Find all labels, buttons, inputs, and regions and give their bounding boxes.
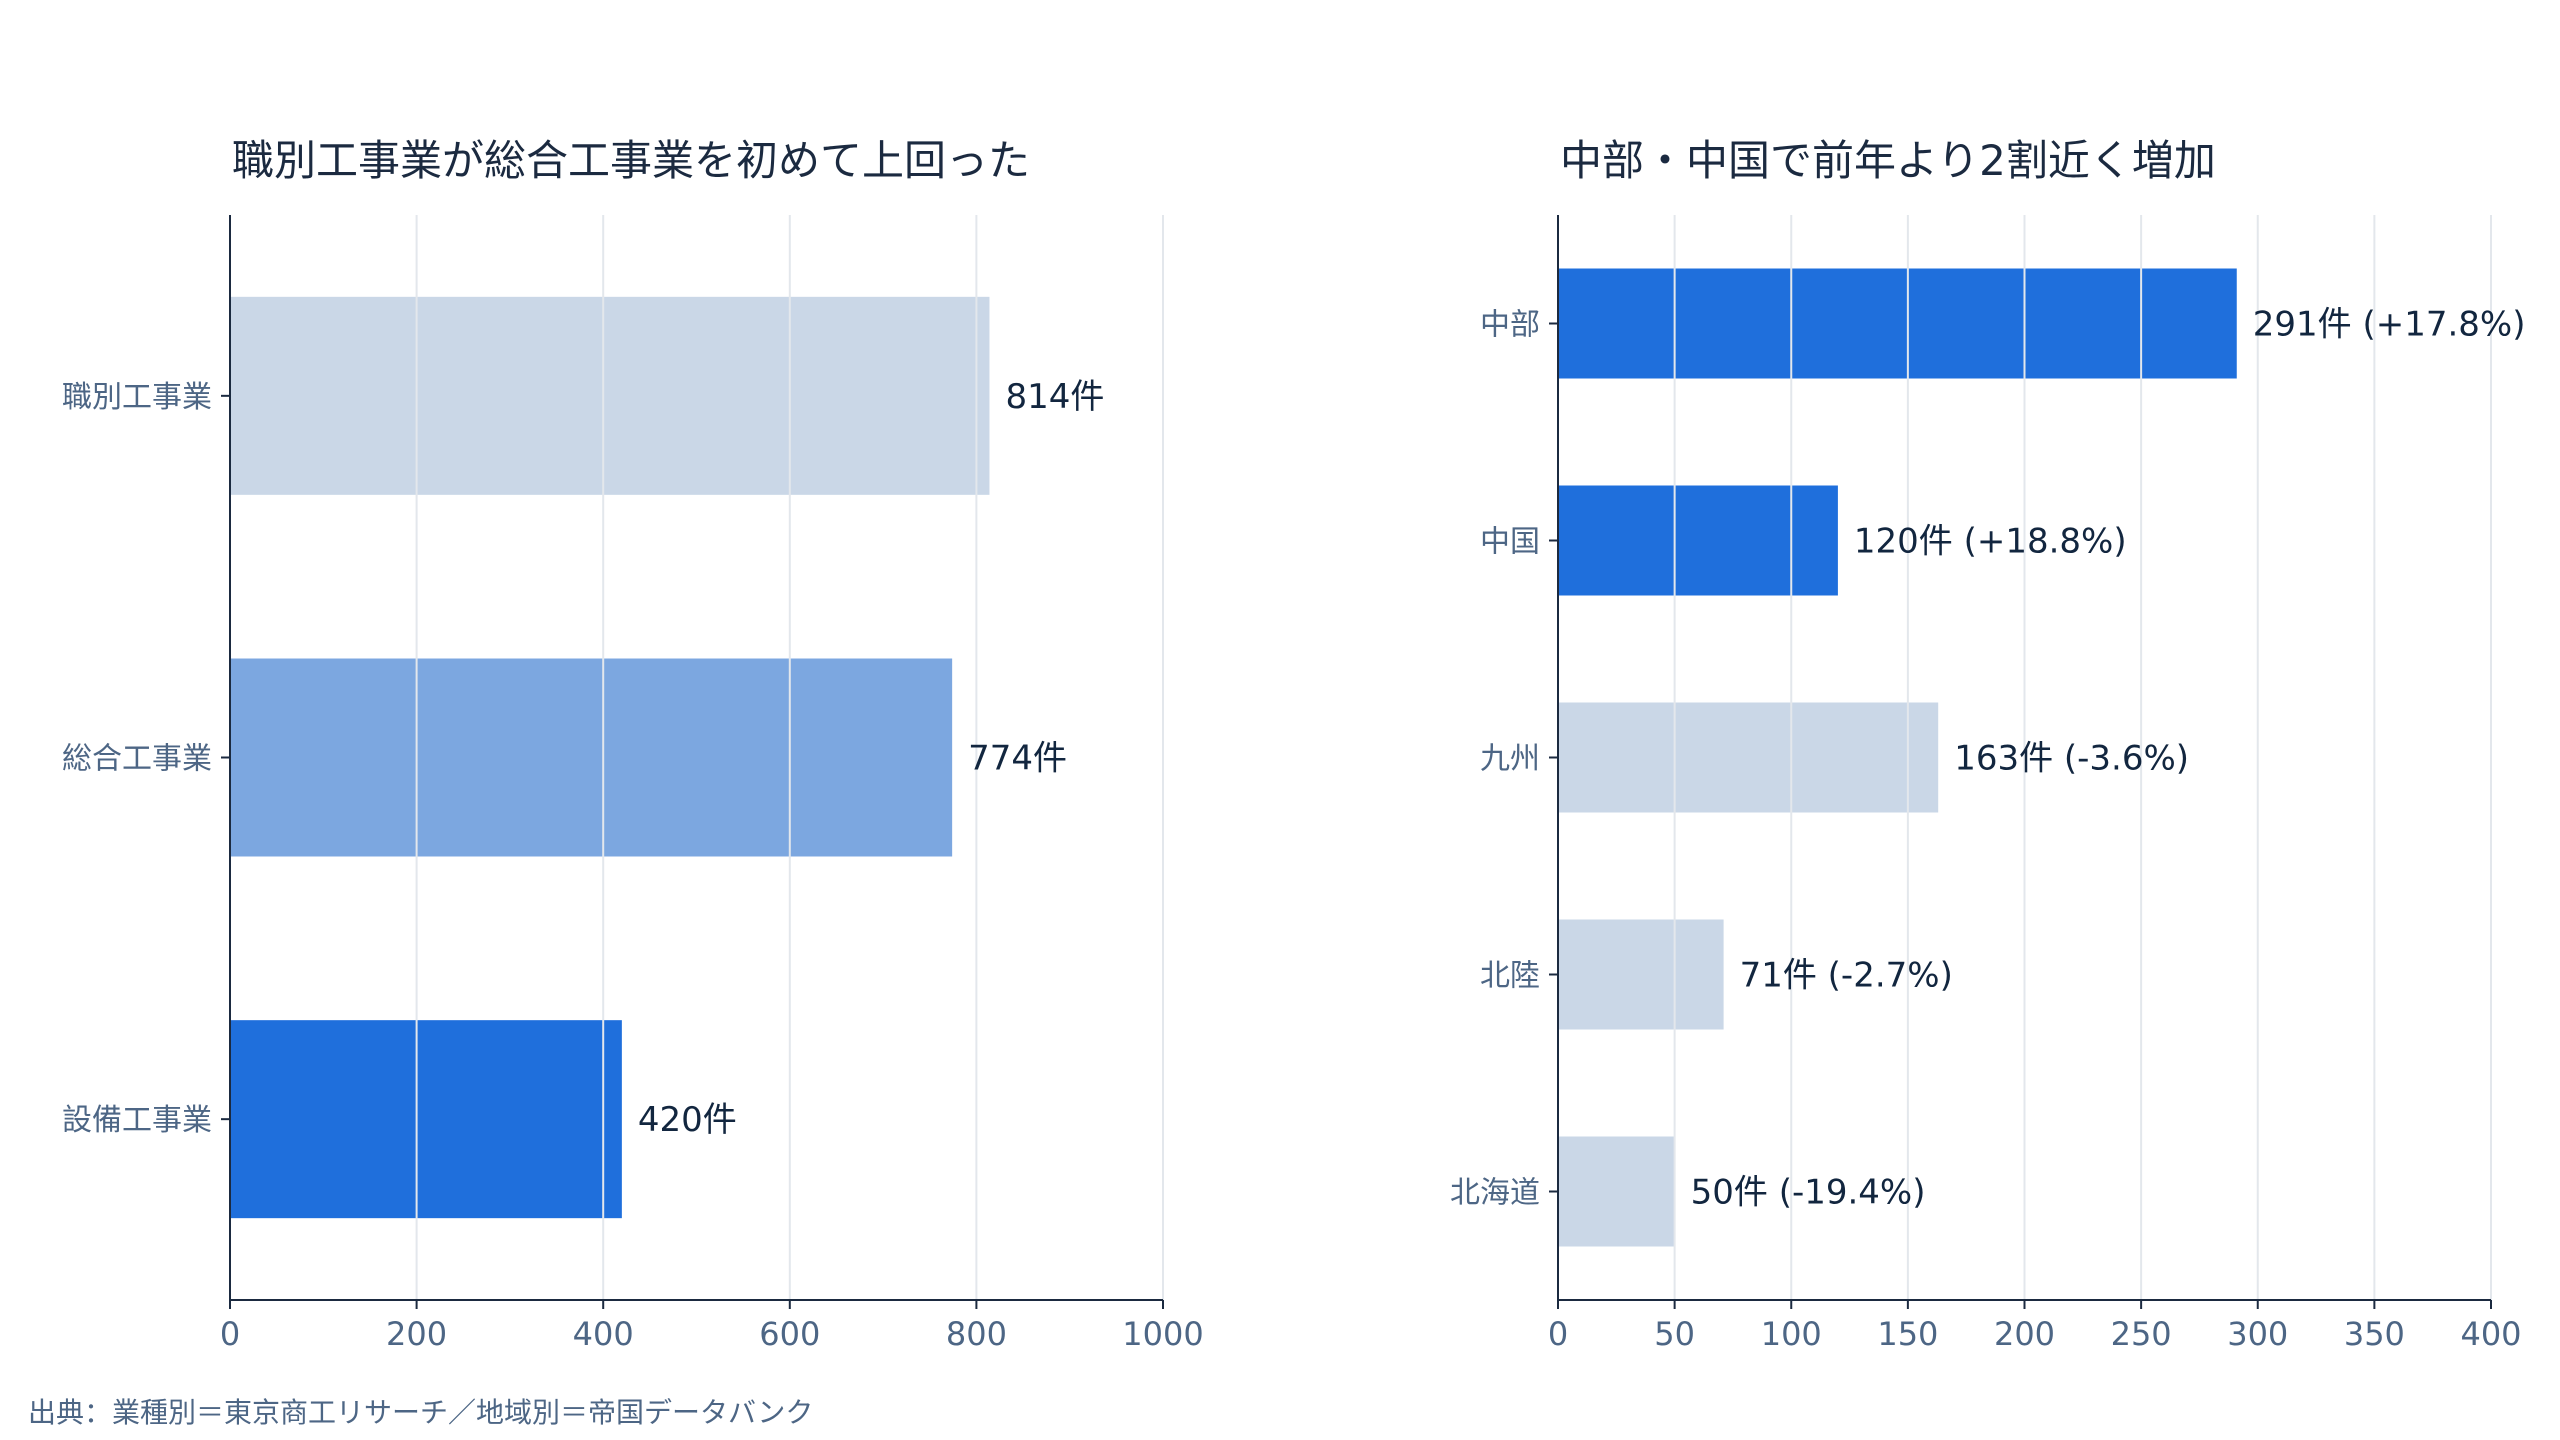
value-label: 163件 (-3.6%) [1954, 739, 2189, 779]
bar-4 [1558, 919, 1724, 1030]
region-chart: 中部・中国で前年より2割近く増加 0 50 100 150 200 250 300 350 400… [1450, 136, 2525, 1353]
chart-title: 職別工事業が総合工事業を初めて上回った [232, 136, 1030, 185]
value-label: 71件 (-2.7%) [1740, 956, 1953, 996]
value-label: 420件 [638, 1100, 737, 1140]
x-tick-label: 300 [2227, 1315, 2288, 1353]
x-tick-label: 400 [573, 1315, 634, 1353]
category-label: 北海道 [1450, 1176, 1540, 1211]
category-label: 九州 [1480, 742, 1540, 777]
x-tick-label: 800 [946, 1315, 1007, 1353]
x-tick-label: 0 [220, 1315, 240, 1353]
category-label: 北陸 [1480, 959, 1540, 994]
value-label: 814件 [1005, 377, 1104, 417]
category-label: 職別工事業 [62, 380, 212, 415]
x-tick-label: 1000 [1122, 1315, 1203, 1353]
x-tick-label: 50 [1654, 1315, 1695, 1353]
bar-3 [1558, 702, 1939, 813]
x-tick-label: 200 [1994, 1315, 2055, 1353]
bar-1 [1558, 268, 2237, 379]
x-tick-label: 400 [2460, 1315, 2521, 1353]
category-label: 中国 [1480, 525, 1540, 560]
value-label: 774件 [968, 739, 1067, 779]
bar-2 [230, 658, 953, 857]
x-tick-label: 100 [1761, 1315, 1822, 1353]
bar-3 [230, 1020, 622, 1219]
x-tick-label: 350 [2344, 1315, 2405, 1353]
category-label: 中部 [1480, 308, 1540, 343]
value-label: 50件 (-19.4%) [1691, 1173, 1926, 1213]
bar-2 [1558, 485, 1838, 596]
x-tick-label: 150 [1877, 1315, 1938, 1353]
industry-chart: 職別工事業が総合工事業を初めて上回った 0 200 400 600 800 1000 職別工事… [62, 136, 1204, 1353]
category-label: 設備工事業 [62, 1103, 212, 1138]
source-note: 出典：業種別＝東京商工リサーチ／地域別＝帝国データバンク [28, 1396, 813, 1429]
value-label: 291件 (+17.8%) [2253, 305, 2526, 345]
bar-5 [1558, 1136, 1675, 1247]
chart-title: 中部・中国で前年より2割近く増加 [1560, 136, 2216, 185]
x-tick-label: 250 [2111, 1315, 2172, 1353]
bar-1 [230, 296, 990, 495]
x-tick-label: 0 [1548, 1315, 1568, 1353]
x-tick-label: 600 [759, 1315, 820, 1353]
x-tick-label: 200 [386, 1315, 447, 1353]
value-label: 120件 (+18.8%) [1854, 522, 2127, 562]
category-label: 総合工事業 [62, 742, 212, 777]
